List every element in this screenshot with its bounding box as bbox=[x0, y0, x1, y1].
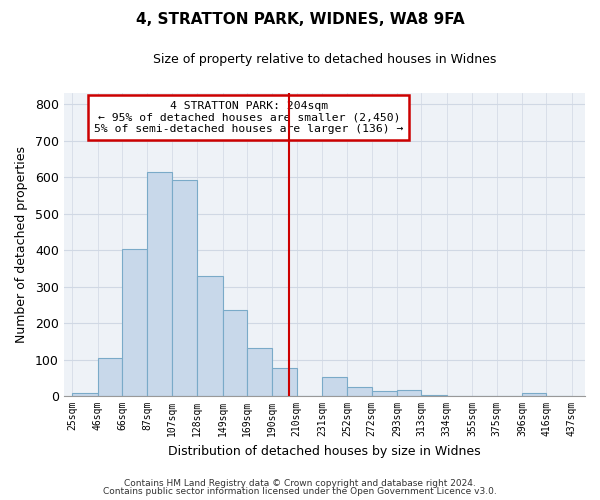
Text: 4 STRATTON PARK: 204sqm
← 95% of detached houses are smaller (2,450)
5% of semi-: 4 STRATTON PARK: 204sqm ← 95% of detache… bbox=[94, 100, 404, 134]
Text: 4, STRATTON PARK, WIDNES, WA8 9FA: 4, STRATTON PARK, WIDNES, WA8 9FA bbox=[136, 12, 464, 28]
X-axis label: Distribution of detached houses by size in Widnes: Distribution of detached houses by size … bbox=[168, 444, 481, 458]
Bar bbox=[397, 390, 421, 396]
Y-axis label: Number of detached properties: Number of detached properties bbox=[15, 146, 28, 343]
Bar bbox=[322, 378, 347, 396]
Text: Contains HM Land Registry data © Crown copyright and database right 2024.: Contains HM Land Registry data © Crown c… bbox=[124, 478, 476, 488]
Bar bbox=[122, 249, 148, 396]
Bar bbox=[148, 172, 172, 396]
Bar bbox=[247, 348, 272, 396]
Bar bbox=[197, 276, 223, 396]
Bar bbox=[98, 358, 122, 396]
Bar bbox=[72, 393, 98, 396]
Bar bbox=[347, 387, 371, 396]
Text: Contains public sector information licensed under the Open Government Licence v3: Contains public sector information licen… bbox=[103, 487, 497, 496]
Bar bbox=[371, 390, 397, 396]
Bar bbox=[172, 180, 197, 396]
Title: Size of property relative to detached houses in Widnes: Size of property relative to detached ho… bbox=[153, 52, 496, 66]
Bar bbox=[421, 395, 447, 396]
Bar bbox=[272, 368, 296, 396]
Bar bbox=[522, 393, 546, 396]
Bar bbox=[223, 310, 247, 396]
